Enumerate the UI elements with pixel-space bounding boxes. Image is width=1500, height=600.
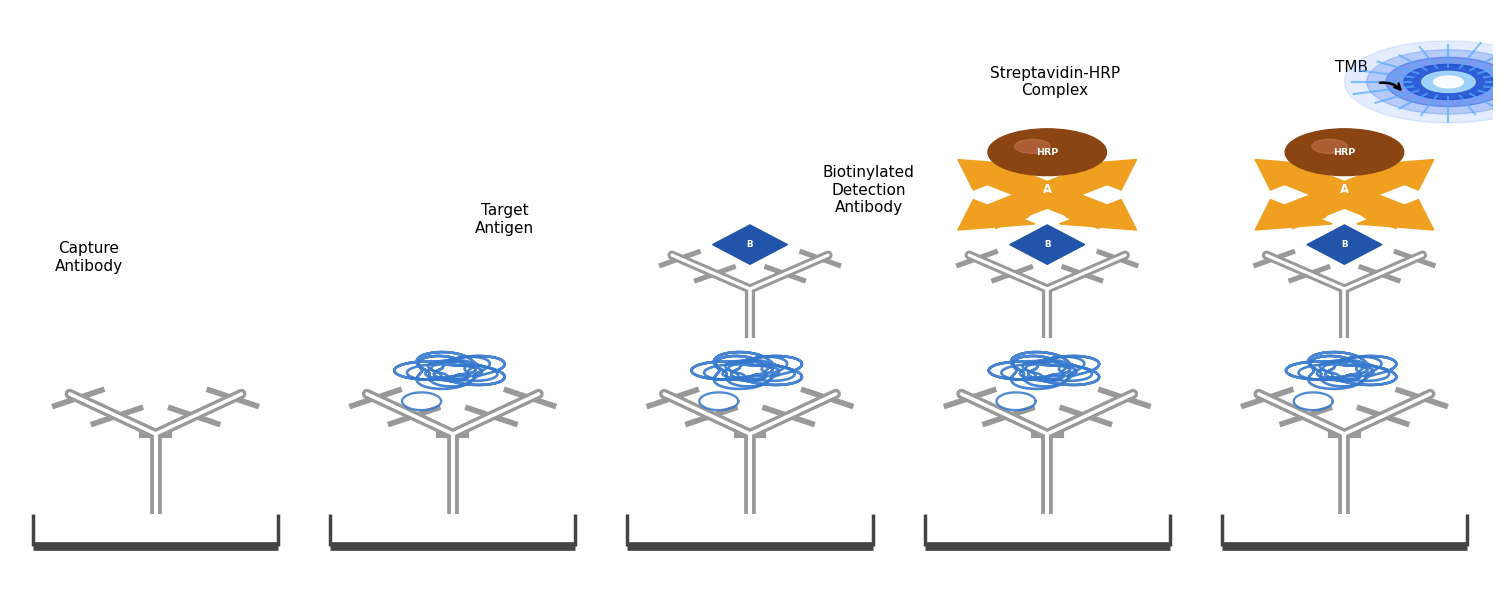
Circle shape — [1434, 76, 1464, 88]
Polygon shape — [958, 200, 1035, 230]
Text: B: B — [1044, 240, 1050, 249]
Text: Biotinylated
Detection
Antibody: Biotinylated Detection Antibody — [824, 165, 915, 215]
Polygon shape — [1059, 200, 1137, 230]
Polygon shape — [1256, 160, 1332, 190]
Circle shape — [1386, 58, 1500, 107]
Circle shape — [1422, 71, 1474, 92]
Text: Streptavidin-HRP
Complex: Streptavidin-HRP Complex — [990, 65, 1119, 98]
Circle shape — [1404, 64, 1492, 100]
Circle shape — [1312, 139, 1347, 154]
Circle shape — [988, 129, 1107, 176]
Polygon shape — [1256, 200, 1332, 230]
Text: HRP: HRP — [1036, 148, 1059, 157]
Text: Capture
Antibody: Capture Antibody — [54, 241, 123, 274]
Text: B: B — [747, 240, 753, 249]
Polygon shape — [1010, 225, 1084, 265]
Text: A: A — [1340, 184, 1348, 196]
Circle shape — [1366, 50, 1500, 114]
Polygon shape — [1356, 200, 1434, 230]
Polygon shape — [1306, 225, 1382, 265]
Polygon shape — [958, 160, 1035, 190]
Polygon shape — [1356, 160, 1434, 190]
Text: B: B — [1341, 240, 1348, 249]
Text: A: A — [1042, 184, 1052, 196]
Text: Target
Antigen: Target Antigen — [476, 203, 534, 236]
Polygon shape — [712, 225, 788, 265]
Text: HRP: HRP — [1334, 148, 1356, 157]
Circle shape — [1344, 41, 1500, 123]
Circle shape — [1286, 129, 1404, 176]
Text: TMB: TMB — [1335, 59, 1368, 74]
Circle shape — [1014, 139, 1050, 154]
Polygon shape — [1059, 160, 1137, 190]
